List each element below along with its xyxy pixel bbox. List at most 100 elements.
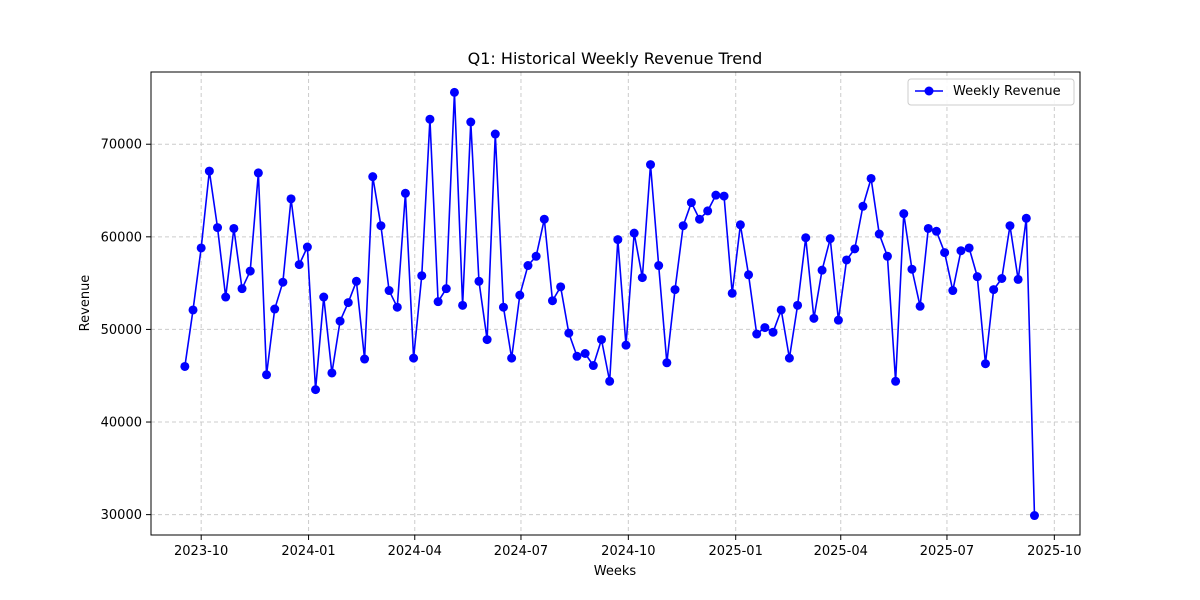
data-point xyxy=(572,351,582,361)
data-point xyxy=(711,190,721,200)
data-point xyxy=(858,201,868,211)
data-point xyxy=(915,301,925,311)
data-point xyxy=(376,221,386,231)
data-point xyxy=(433,297,443,307)
data-point xyxy=(360,354,370,364)
data-point xyxy=(866,173,876,183)
data-point xyxy=(441,284,451,294)
data-point xyxy=(213,223,223,233)
data-point xyxy=(760,323,770,333)
data-point xyxy=(686,198,696,208)
data-point xyxy=(409,353,419,363)
data-point xyxy=(458,300,468,310)
data-point xyxy=(507,353,517,363)
data-point xyxy=(270,304,280,314)
x-tick-label: 2025-04 xyxy=(814,544,868,559)
data-point xyxy=(498,302,508,312)
data-point xyxy=(809,313,819,323)
data-point xyxy=(262,370,272,380)
data-point xyxy=(327,368,337,378)
data-point xyxy=(842,255,852,265)
data-point xyxy=(850,244,860,254)
data-point xyxy=(940,248,950,258)
data-point xyxy=(833,315,843,325)
legend-point-marker xyxy=(924,86,934,96)
data-point xyxy=(1021,213,1031,223)
data-point xyxy=(1005,221,1015,231)
data-point xyxy=(989,285,999,295)
data-point xyxy=(221,292,231,302)
x-tick-label: 2025-07 xyxy=(920,544,974,559)
data-point xyxy=(400,188,410,198)
data-point xyxy=(768,327,778,337)
data-point xyxy=(874,229,884,239)
x-axis-ticks: 2023-10 2024-01 2024-04 2024-07 2024-10 2025-… xyxy=(174,535,1081,559)
data-point xyxy=(735,220,745,230)
x-tick-label: 2023-10 xyxy=(174,544,228,559)
x-tick-label: 2024-01 xyxy=(281,544,335,559)
data-point xyxy=(997,274,1007,283)
data-point xyxy=(825,234,835,244)
data-point xyxy=(637,273,647,283)
data-point xyxy=(474,276,484,286)
x-tick-label: 2024-04 xyxy=(388,544,442,559)
data-point xyxy=(678,221,688,231)
data-point xyxy=(817,265,827,275)
data-point xyxy=(931,226,941,236)
data-point xyxy=(547,296,557,306)
data-point xyxy=(204,166,214,176)
data-point xyxy=(613,235,623,245)
data-point xyxy=(899,209,909,219)
data-point xyxy=(744,270,754,280)
data-point xyxy=(449,87,459,97)
plot-area-frame xyxy=(150,71,1081,536)
x-tick-label: 2024-10 xyxy=(601,544,655,559)
data-point xyxy=(727,288,737,298)
data-point xyxy=(654,261,664,271)
chart-title: Q1: Historical Weekly Revenue Trend xyxy=(468,49,763,68)
data-point xyxy=(392,302,402,312)
data-point xyxy=(752,329,762,339)
data-point xyxy=(531,251,541,261)
data-point xyxy=(670,285,680,295)
y-tick-label: 30000 xyxy=(101,508,142,523)
data-point xyxy=(891,376,901,386)
data-point xyxy=(335,316,345,326)
data-point xyxy=(384,286,394,296)
data-point xyxy=(564,328,574,338)
data-point xyxy=(588,361,598,371)
y-tick-label: 70000 xyxy=(101,138,142,153)
data-point xyxy=(278,277,288,287)
data-point xyxy=(801,233,811,243)
legend: Weekly Revenue xyxy=(907,78,1075,106)
data-point xyxy=(703,206,713,216)
y-tick-label: 50000 xyxy=(101,323,142,338)
y-axis-label: Revenue xyxy=(78,275,93,332)
data-point xyxy=(1029,511,1039,521)
data-point xyxy=(964,243,974,253)
x-tick-label: 2025-01 xyxy=(709,544,763,559)
y-tick-label: 60000 xyxy=(101,230,142,245)
data-point xyxy=(425,114,435,124)
y-tick-label: 40000 xyxy=(101,416,142,431)
data-point xyxy=(923,223,933,233)
data-point xyxy=(245,266,255,276)
data-point xyxy=(294,260,304,270)
x-axis-label: Weeks xyxy=(594,564,637,579)
data-point xyxy=(286,194,296,204)
data-point xyxy=(466,117,476,127)
data-point xyxy=(907,264,917,274)
data-point xyxy=(784,353,794,363)
legend-label: Weekly Revenue xyxy=(953,84,1061,99)
data-point xyxy=(719,191,729,201)
data-point xyxy=(482,335,492,345)
data-point xyxy=(188,305,198,315)
data-point xyxy=(662,358,672,368)
data-point xyxy=(343,298,353,308)
data-point xyxy=(972,272,982,282)
data-point xyxy=(515,290,525,300)
data-point xyxy=(180,361,190,371)
data-point xyxy=(646,160,656,170)
data-point xyxy=(621,340,631,350)
